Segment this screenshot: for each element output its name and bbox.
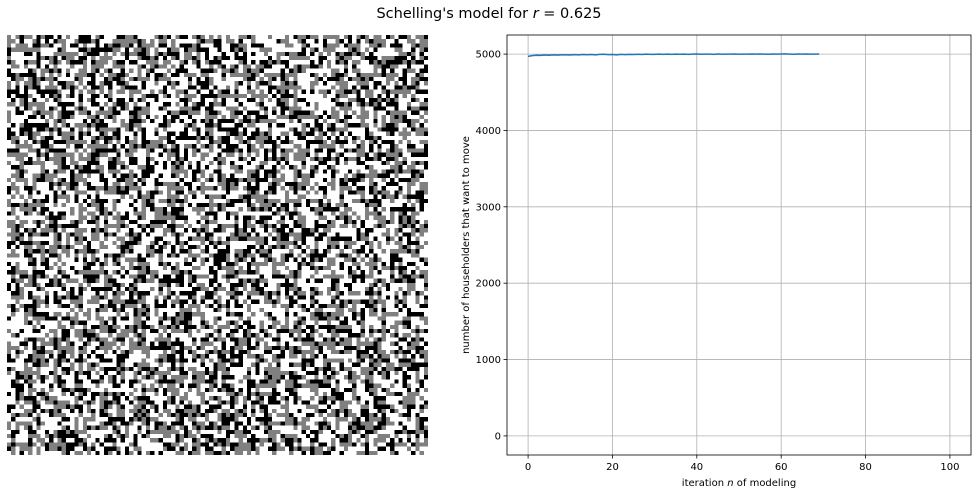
chart-grid [507, 35, 971, 455]
x-tick-label: 20 [606, 462, 619, 473]
y-tick-label: 2000 [476, 279, 501, 290]
x-tick-label: 100 [940, 462, 959, 473]
y-tick-label: 1000 [476, 355, 501, 366]
y-axis-ticks: 0 1000 2000 3000 4000 5000 [476, 50, 507, 442]
series-line [527, 53, 820, 58]
y-tick-label: 3000 [476, 202, 501, 213]
axes-frame [506, 34, 972, 456]
figure-title: Schelling's model for r = 0.625 [376, 6, 602, 22]
x-tick-label: 0 [525, 462, 531, 473]
x-tick-label: 40 [690, 462, 703, 473]
schelling-grid-image [7, 35, 428, 455]
y-axis-label: number of householders that want to move [461, 136, 472, 354]
y-tick-label: 0 [495, 431, 501, 442]
x-tick-label: 60 [775, 462, 788, 473]
y-tick-label: 4000 [476, 126, 501, 137]
x-tick-label: 80 [859, 462, 872, 473]
x-axis-ticks: 0 20 40 60 80 100 [525, 455, 959, 473]
y-tick-label: 5000 [476, 50, 501, 61]
x-axis-label: iteration n of modeling [682, 478, 796, 489]
